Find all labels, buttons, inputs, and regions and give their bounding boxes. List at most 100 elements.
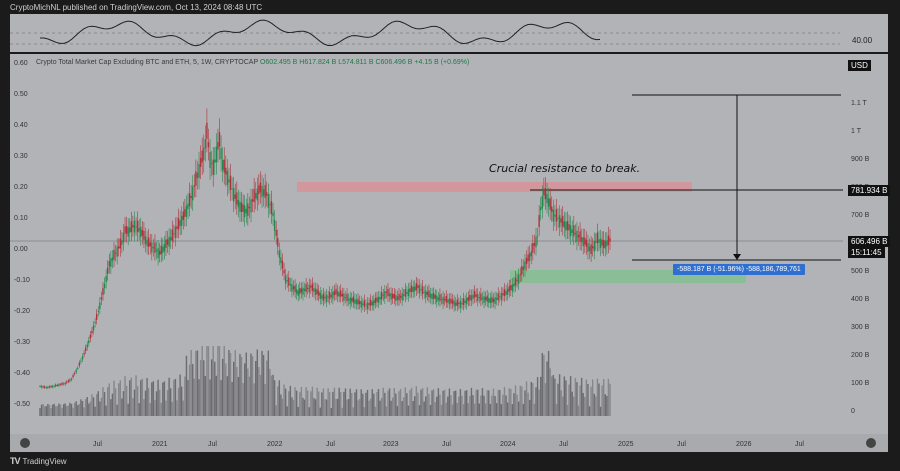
- left-axis-tick: 0.10: [14, 215, 28, 222]
- candle-body: [259, 182, 262, 193]
- volume-bar: [593, 393, 595, 416]
- volume-bar: [596, 378, 599, 416]
- volume-bar: [255, 361, 257, 416]
- volume-bar: [86, 397, 88, 416]
- candle-body: [335, 288, 337, 295]
- candle-body: [569, 225, 572, 236]
- legend-high: H617.824 B: [299, 59, 337, 66]
- candle-body: [100, 297, 103, 300]
- volume-bar: [436, 396, 438, 416]
- volume-bar: [546, 361, 548, 416]
- candle-body: [210, 163, 213, 165]
- candle-body: [363, 300, 366, 307]
- volume-bar: [214, 361, 216, 416]
- candle-body: [467, 296, 469, 301]
- volume-bar: [327, 388, 329, 416]
- rsi-panel[interactable]: 40.00: [10, 14, 888, 52]
- rsi-line: [40, 19, 601, 47]
- scroll-left-icon[interactable]: [20, 438, 30, 448]
- volume-bar: [414, 396, 416, 416]
- candle-body: [273, 219, 276, 231]
- volume-bar: [286, 406, 288, 416]
- volume-bar: [146, 378, 148, 416]
- volume-bar: [390, 400, 392, 416]
- volume-bar: [404, 387, 407, 416]
- volume-bar: [443, 389, 446, 416]
- main-chart-svg: 0.60 0.50 0.40 0.30 0.20 0.10 0.00 -0.10 -0.20 -0…: [10, 60, 870, 416]
- volume-bar: [108, 383, 110, 416]
- volume-bar: [428, 393, 430, 416]
- volume-bar: [113, 380, 115, 416]
- candle-body: [502, 293, 504, 296]
- legend-close: C606.496 B: [375, 59, 413, 66]
- scroll-right-icon[interactable]: [866, 438, 876, 448]
- candle-body: [51, 385, 54, 388]
- candle-body: [59, 384, 62, 386]
- volume-bar: [590, 386, 592, 416]
- volume-bar: [256, 349, 258, 416]
- candle-body: [604, 240, 606, 249]
- candle-body: [151, 242, 153, 253]
- candle-body: [280, 257, 282, 264]
- candle-body: [327, 296, 329, 298]
- candle-body: [306, 288, 309, 289]
- candle-body: [116, 246, 118, 257]
- candle-body: [409, 288, 411, 293]
- candle-body: [491, 296, 493, 303]
- volume-bar: [226, 376, 229, 416]
- candle-body: [73, 373, 76, 374]
- volume-bar: [152, 381, 155, 416]
- volume-bar: [489, 403, 492, 416]
- candle-body: [214, 159, 216, 163]
- time-axis[interactable]: Jul 2021 Jul 2022 Jul 2023 Jul 2024 Jul 2025 Jul 20…: [10, 434, 888, 452]
- candle-body: [152, 247, 155, 249]
- candle-body: [606, 240, 608, 247]
- candle-body: [311, 283, 314, 291]
- volume-bar: [302, 397, 304, 416]
- candle-body: [111, 257, 114, 261]
- volume-bar: [385, 406, 388, 416]
- candle-body: [133, 220, 136, 233]
- volume-bar: [377, 389, 380, 416]
- candle-body: [522, 266, 525, 271]
- volume-bar: [176, 400, 178, 416]
- volume-bar: [78, 404, 81, 416]
- volume-bar: [582, 393, 584, 416]
- volume-bar: [516, 394, 518, 416]
- candle-body: [129, 227, 131, 233]
- volume-bar: [588, 406, 591, 416]
- volume-bar: [387, 390, 389, 416]
- main-chart-panel[interactable]: 0.60 0.50 0.40 0.30 0.20 0.10 0.00 -0.10 -0.20 -0…: [10, 54, 888, 434]
- candle-body: [138, 228, 140, 232]
- volume-bar: [510, 388, 512, 416]
- candle-body: [48, 386, 51, 388]
- candle-body: [92, 325, 95, 331]
- volume-bar: [248, 376, 251, 416]
- left-axis-tick: -0.30: [14, 339, 30, 346]
- candle-body: [275, 230, 277, 236]
- candle-body: [288, 277, 290, 286]
- resistance-annotation: Crucial resistance to break.: [489, 162, 641, 175]
- candle-body: [382, 294, 384, 296]
- volume-bar: [399, 388, 402, 416]
- right-axis-tick: 900 B: [851, 156, 870, 163]
- candle-body: [580, 237, 583, 243]
- candle-body: [295, 289, 298, 294]
- candle-body: [187, 203, 189, 209]
- volume-bar: [203, 360, 205, 416]
- candle-body: [407, 289, 410, 297]
- volume-bar: [574, 377, 577, 416]
- candle-body: [454, 302, 457, 306]
- volume-bar: [166, 390, 169, 416]
- volume-bar: [403, 397, 405, 416]
- candle-body: [141, 229, 144, 236]
- candle-body: [69, 379, 71, 382]
- candle-body: [204, 139, 207, 149]
- left-axis-tick: -0.20: [14, 308, 30, 315]
- currency-label[interactable]: USD: [848, 60, 871, 71]
- volume-bar: [522, 403, 525, 416]
- candle-body: [158, 250, 161, 255]
- volume-bars: [39, 346, 611, 416]
- candle-body: [568, 224, 570, 231]
- candle-body: [78, 362, 81, 366]
